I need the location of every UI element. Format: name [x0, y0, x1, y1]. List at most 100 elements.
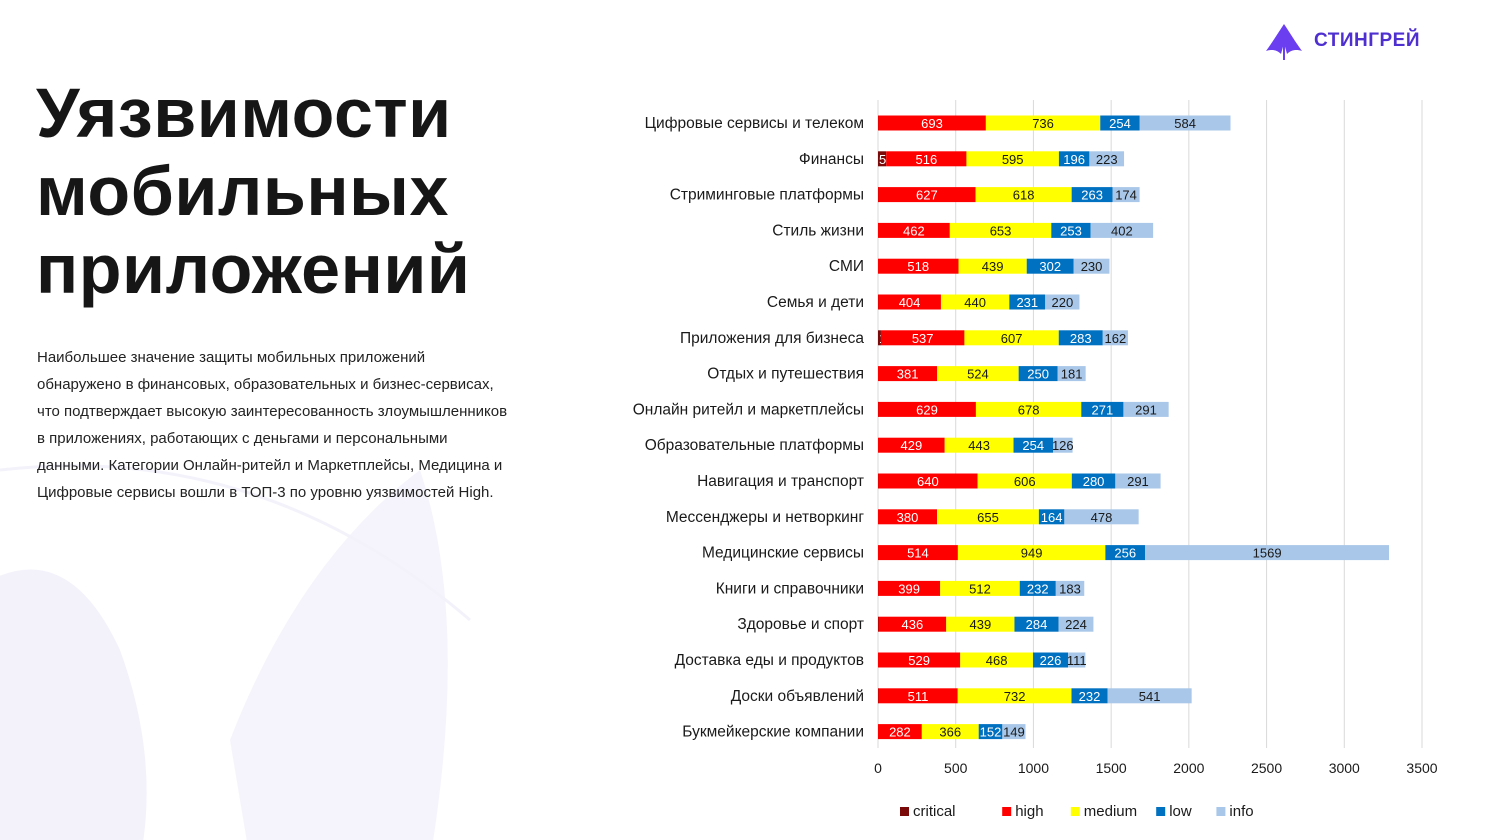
bar-segment-medium [964, 330, 1059, 346]
data-label-medium: 443 [968, 438, 990, 453]
bar-segment-info [1053, 437, 1073, 453]
bar-segment-medium [944, 437, 1014, 453]
page-description: Наибольшее значение защиты мобильных при… [37, 349, 508, 501]
bar-segment-high [878, 401, 976, 417]
bar-segment-low [1071, 688, 1108, 704]
bar-segment-low [1014, 616, 1059, 632]
bar-segment-high [886, 151, 967, 167]
data-label-medium: 606 [1014, 474, 1036, 489]
category-label: Доски объявлений [731, 688, 864, 705]
bar-segment-medium [946, 616, 1015, 632]
category-label: СМИ [829, 258, 864, 275]
data-label-info: 584 [1174, 116, 1196, 131]
data-label-medium: 512 [969, 581, 991, 596]
data-label-high: 399 [898, 581, 920, 596]
bar-segment-high [878, 258, 959, 274]
bar-segment-info [1102, 330, 1128, 346]
data-label-low: 302 [1039, 259, 1061, 274]
legend-swatch-info [1216, 807, 1226, 816]
data-label-low: 226 [1040, 653, 1062, 668]
category-label: Букмейкерские компании [682, 724, 864, 741]
data-label-info: 402 [1111, 223, 1133, 238]
bar-segment-high [878, 115, 986, 131]
bar-segment-medium [957, 688, 1072, 704]
data-label-medium: 653 [990, 223, 1012, 238]
x-tick-label: 2000 [1173, 760, 1204, 776]
data-label-low: 164 [1041, 510, 1063, 525]
bar-segment-high [878, 545, 958, 561]
data-label-low: 254 [1022, 438, 1044, 453]
bar-segment-medium [949, 222, 1052, 238]
data-label-high: 514 [907, 546, 929, 561]
bar-segment-low [1105, 545, 1146, 561]
bar-segment-medium [975, 187, 1072, 203]
bar-segment-info [1139, 115, 1231, 131]
bar-segment-info [1123, 401, 1169, 417]
bar-segment-medium [937, 509, 1039, 525]
bar-segment-medium [966, 151, 1059, 167]
bar-segment-critical [878, 688, 879, 704]
data-label-high: 511 [908, 689, 929, 704]
bar-segment-high [878, 509, 938, 525]
data-label-high: 462 [903, 223, 925, 238]
bar-segment-medium [940, 294, 1010, 310]
data-label-medium: 607 [1001, 331, 1023, 346]
data-label-info: 149 [1003, 725, 1025, 740]
data-label-low: 271 [1092, 402, 1114, 417]
data-label-info: 291 [1127, 474, 1149, 489]
bar-segment-low [1081, 401, 1124, 417]
chart-svg: 0 500 1000 1500 2000 2500 3000 3500 Цифровые сер… [633, 100, 1438, 820]
data-label-low: 253 [1060, 223, 1082, 238]
bar-segment-info [1090, 222, 1154, 238]
category-label: Медицинские сервисы [702, 545, 864, 562]
brand-logo: СТИНГРЕЙ [1264, 20, 1434, 62]
data-label-medium: 732 [1004, 689, 1026, 704]
data-label-medium: 524 [967, 367, 989, 382]
data-label-high: 516 [915, 152, 937, 167]
data-label-low: 280 [1083, 474, 1105, 489]
category-label: Финансы [799, 151, 864, 168]
bar-segment-info [1002, 724, 1026, 740]
bar-segment-medium [940, 580, 1020, 596]
data-label-high: 518 [907, 259, 929, 274]
bar-segment-low [1038, 509, 1065, 525]
bar-segment-low [1058, 151, 1090, 167]
bar-segment-info [1115, 473, 1161, 489]
bar-segment-critical [878, 330, 881, 346]
data-label-high: 529 [908, 653, 930, 668]
data-label-high: 627 [916, 188, 938, 203]
data-label-info: 230 [1081, 259, 1103, 274]
bar-segment-high [878, 724, 922, 740]
bar-segment-medium [975, 401, 1082, 417]
data-label-info: 1569 [1253, 546, 1282, 561]
bar-segment-low [1032, 652, 1069, 668]
legend-label-high: high [1015, 803, 1043, 820]
data-label-high: 380 [897, 510, 919, 525]
data-label-medium: 949 [1021, 546, 1043, 561]
data-label-medium: 366 [939, 725, 961, 740]
data-label-info: 478 [1091, 510, 1113, 525]
bar-segment-info [1145, 545, 1390, 561]
bar-segment-medium [977, 473, 1072, 489]
vulnerabilities-chart: 0 500 1000 1500 2000 2500 3000 3500 Цифровые сер… [560, 90, 1497, 840]
bar-segment-low [1058, 330, 1103, 346]
category-label: Стриминговые платформы [670, 187, 864, 204]
data-label-high: 693 [921, 116, 943, 131]
category-label: Навигация и транспорт [697, 473, 864, 490]
bar-segment-low [1013, 437, 1054, 453]
data-label-medium: 655 [977, 510, 999, 525]
bar-segment-high [878, 366, 938, 382]
bar-segment-medium [937, 366, 1019, 382]
legend-label-medium: medium [1084, 803, 1137, 820]
bar-segment-critical [878, 151, 887, 167]
category-label: Цифровые сервисы и телеком [645, 115, 864, 132]
stingray-logo-icon [1266, 24, 1302, 60]
bar-segment-high [878, 437, 945, 453]
legend-label-critical: critical [913, 803, 956, 820]
bar-segment-medium [958, 258, 1027, 274]
brand-name: СТИНГРЕЙ [1314, 30, 1421, 51]
bar-segment-info [1064, 509, 1139, 525]
page-title: Уязвимости мобильных приложений [36, 74, 471, 308]
legend-swatch-low [1156, 807, 1166, 816]
category-label: Приложения для бизнеса [680, 330, 864, 347]
